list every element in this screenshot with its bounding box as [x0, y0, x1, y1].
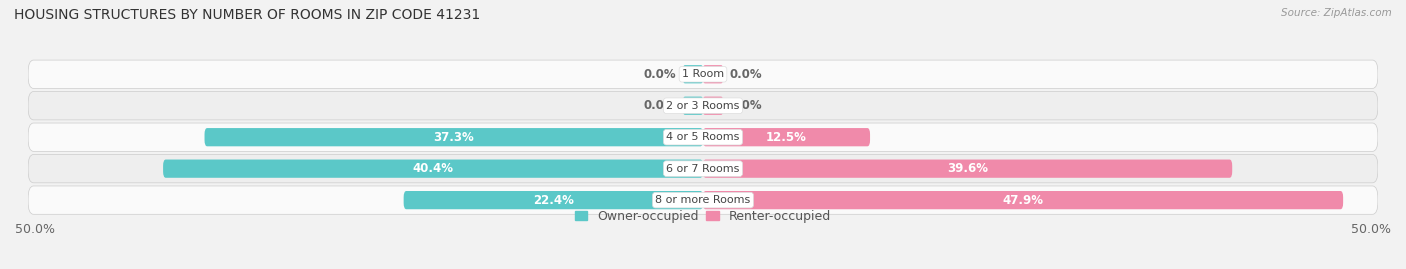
Text: 0.0%: 0.0% — [730, 68, 762, 81]
Text: 2 or 3 Rooms: 2 or 3 Rooms — [666, 101, 740, 111]
FancyBboxPatch shape — [703, 128, 870, 146]
FancyBboxPatch shape — [683, 65, 703, 83]
Text: 22.4%: 22.4% — [533, 194, 574, 207]
FancyBboxPatch shape — [28, 154, 1378, 183]
FancyBboxPatch shape — [683, 97, 703, 115]
Text: 6 or 7 Rooms: 6 or 7 Rooms — [666, 164, 740, 174]
Text: 0.0%: 0.0% — [730, 99, 762, 112]
FancyBboxPatch shape — [28, 186, 1378, 214]
FancyBboxPatch shape — [28, 60, 1378, 89]
Text: 39.6%: 39.6% — [948, 162, 988, 175]
Text: 12.5%: 12.5% — [766, 131, 807, 144]
Text: 47.9%: 47.9% — [1002, 194, 1043, 207]
Legend: Owner-occupied, Renter-occupied: Owner-occupied, Renter-occupied — [569, 205, 837, 228]
Text: 0.0%: 0.0% — [644, 68, 676, 81]
Text: HOUSING STRUCTURES BY NUMBER OF ROOMS IN ZIP CODE 41231: HOUSING STRUCTURES BY NUMBER OF ROOMS IN… — [14, 8, 481, 22]
FancyBboxPatch shape — [703, 97, 723, 115]
FancyBboxPatch shape — [163, 160, 703, 178]
Text: 37.3%: 37.3% — [433, 131, 474, 144]
Text: 0.0%: 0.0% — [644, 99, 676, 112]
Text: 4 or 5 Rooms: 4 or 5 Rooms — [666, 132, 740, 142]
Text: Source: ZipAtlas.com: Source: ZipAtlas.com — [1281, 8, 1392, 18]
FancyBboxPatch shape — [204, 128, 703, 146]
FancyBboxPatch shape — [703, 65, 723, 83]
FancyBboxPatch shape — [703, 160, 1232, 178]
FancyBboxPatch shape — [404, 191, 703, 209]
Text: 40.4%: 40.4% — [412, 162, 454, 175]
FancyBboxPatch shape — [28, 123, 1378, 151]
FancyBboxPatch shape — [28, 91, 1378, 120]
FancyBboxPatch shape — [703, 191, 1343, 209]
Text: 8 or more Rooms: 8 or more Rooms — [655, 195, 751, 205]
Text: 1 Room: 1 Room — [682, 69, 724, 79]
